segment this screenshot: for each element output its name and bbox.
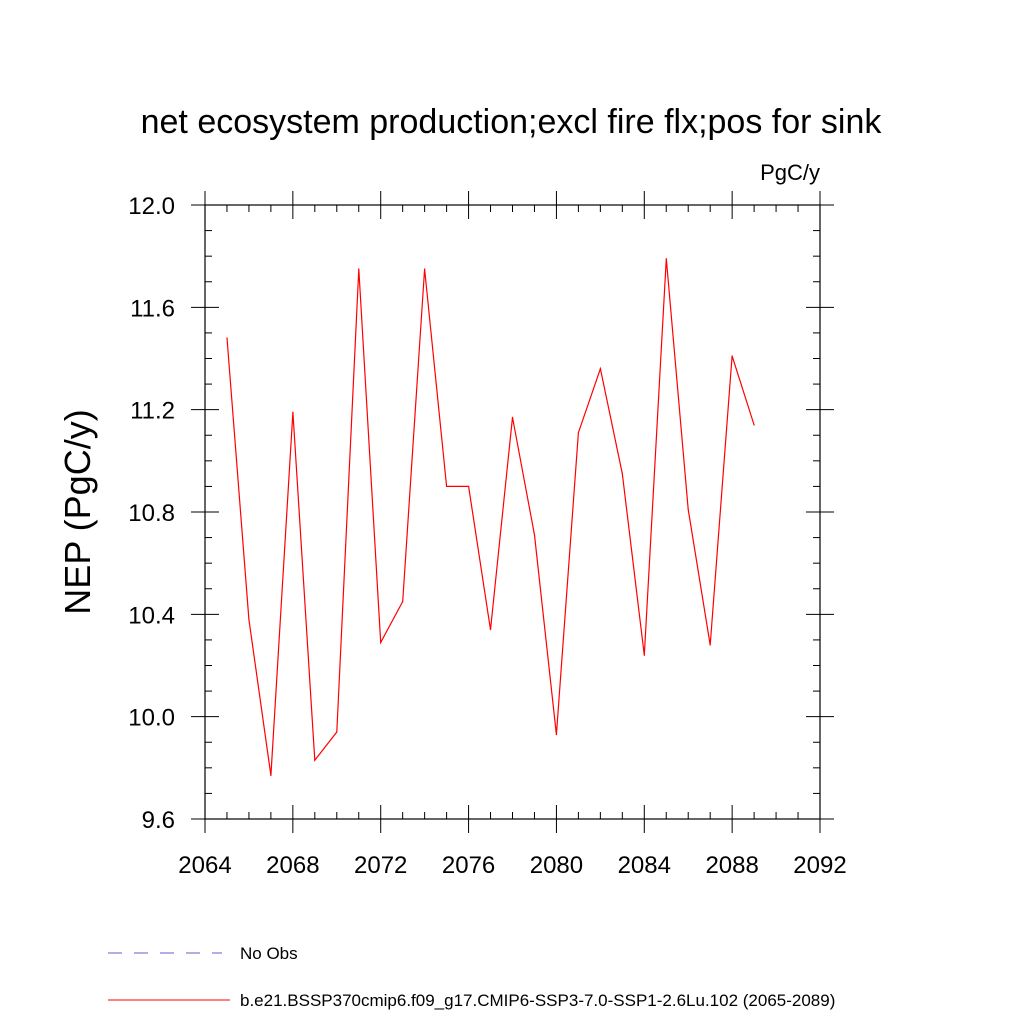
data-point	[687, 508, 689, 511]
series-line	[226, 258, 755, 776]
y-tick-label: 11.6	[130, 295, 175, 322]
legend-no-obs-label: No Obs	[240, 944, 298, 963]
y-tick-label: 9.6	[142, 807, 175, 834]
data-point	[446, 485, 448, 488]
data-point	[489, 629, 492, 631]
data-point	[621, 473, 623, 475]
y-tick-label: 10.4	[128, 602, 175, 629]
x-tick-group: 2064 2068 2072 2076 2080 2084 2088 2092	[178, 191, 847, 879]
y-tick-label: 12.0	[128, 193, 175, 220]
data-point	[314, 759, 316, 761]
x-tick-label: 2068	[266, 852, 319, 879]
data-point	[533, 534, 536, 536]
x-tick-label: 2084	[618, 852, 671, 879]
y-axis-label: NEP (PgC/y)	[57, 409, 98, 614]
data-point	[226, 337, 228, 339]
x-tick-label: 2088	[705, 852, 758, 879]
data-point	[665, 258, 667, 260]
data-point	[292, 411, 294, 413]
units-label: PgC/y	[760, 160, 820, 185]
x-tick-label: 2092	[793, 852, 846, 879]
data-point	[511, 416, 514, 418]
data-point	[402, 600, 404, 603]
data-point	[709, 644, 711, 646]
data-point	[467, 485, 470, 488]
y-tick-label: 10.0	[128, 705, 175, 732]
data-point	[358, 268, 360, 270]
data-point	[424, 268, 426, 270]
y-tick-label: 10.8	[128, 500, 175, 527]
data-point	[270, 774, 272, 777]
chart-title: net ecosystem production;excl fire flx;p…	[141, 103, 883, 141]
series-group	[226, 258, 755, 777]
data-point	[731, 355, 733, 357]
x-tick-label: 2072	[354, 852, 407, 879]
data-point	[336, 731, 338, 733]
data-point	[599, 368, 601, 370]
data-point	[753, 424, 755, 426]
y-tick-group: 9.6 10.0 10.4 10.8 11.2 11.6 12.0	[128, 193, 834, 834]
plot-frame	[204, 204, 821, 820]
y-tick-label: 11.2	[130, 398, 175, 425]
data-point	[380, 641, 382, 644]
data-point	[248, 618, 250, 621]
legend-model-label: b.e21.BSSP370cmip6.f09_g17.CMIP6-SSP3-7.…	[240, 991, 835, 1010]
x-tick-label: 2080	[530, 852, 583, 879]
data-point	[555, 733, 558, 736]
x-tick-label: 2076	[442, 852, 495, 879]
data-point	[577, 432, 579, 434]
x-tick-label: 2064	[178, 852, 231, 879]
data-point	[643, 654, 645, 656]
